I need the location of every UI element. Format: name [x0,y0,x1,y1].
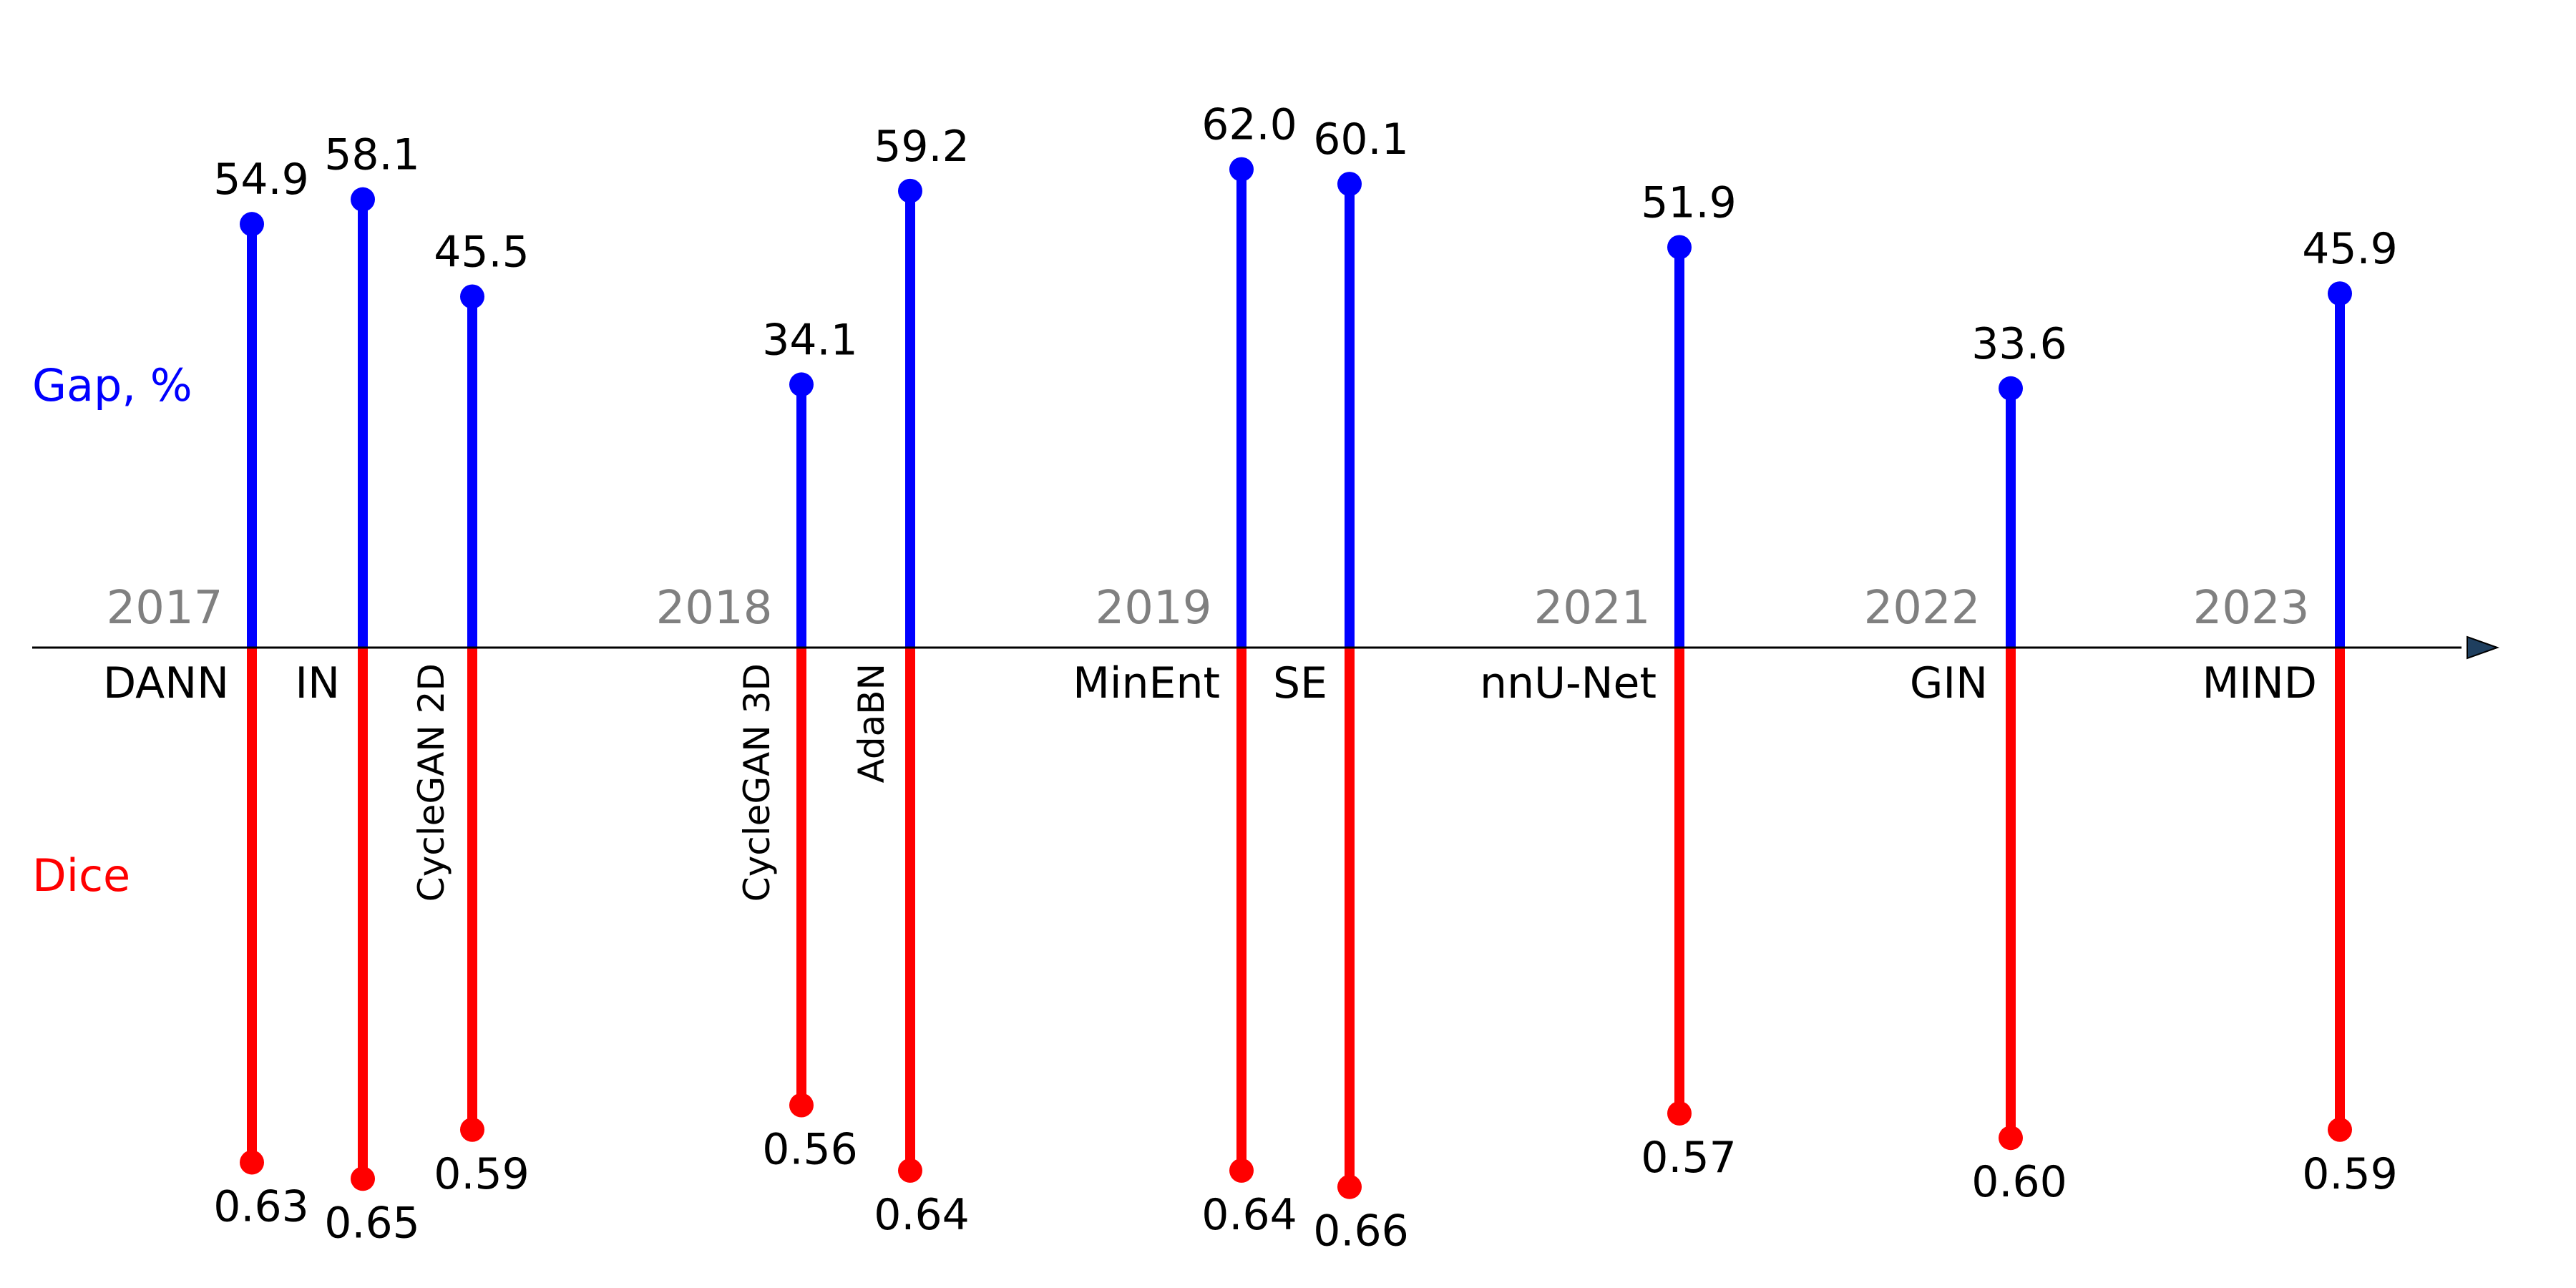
method-label-dann: DANN [103,658,229,708]
gap-point-dann [240,212,264,237]
dice-point-cyclegan-2d [460,1117,484,1142]
gap-point-minent [1229,157,1254,182]
gap-value-dann: 54.9 [213,155,309,205]
dice-value-mind: 0.59 [2302,1149,2398,1199]
method-label-nnu-net: nnU-Net [1480,658,1657,708]
gap-value-nnu-net: 51.9 [1641,178,1737,228]
year-label-2021: 2021 [1534,582,1651,635]
gap-value-cyclegan-3d: 34.1 [762,315,858,365]
method-label-in: IN [295,658,340,708]
dice-value-minent: 0.64 [1201,1190,1297,1240]
method-label-cyclegan-3d: CycleGAN 3D [736,663,778,902]
stems-layer [240,157,2352,1199]
method-label-mind: MIND [2202,658,2317,708]
year-label-2022: 2022 [1864,582,1981,635]
dice-value-gin: 0.60 [1971,1157,2067,1207]
dice-point-nnu-net [1667,1101,1692,1126]
method-label-cyclegan-2d: CycleGAN 2D [411,663,452,902]
year-label-2023: 2023 [2193,582,2310,635]
gap-point-gin [1999,376,2023,401]
gap-point-adabn [898,178,922,203]
gap-value-cyclegan-2d: 45.5 [434,228,530,278]
dice-point-mind [2328,1117,2352,1142]
method-label-se: SE [1273,658,1327,708]
dice-point-in [351,1166,375,1191]
gap-value-in: 58.1 [324,130,420,180]
year-label-2018: 2018 [656,582,773,635]
year-label-2019: 2019 [1096,582,1212,635]
gap-point-se [1337,172,1362,197]
labels-layer: 2017 2018 2019 2021 2022 2023 54.9 0.63 DANN 58.1… [103,100,2398,1257]
timeline-arrow-icon [2467,635,2499,660]
year-label-2017: 2017 [107,582,223,635]
gap-value-gin: 33.6 [1971,319,2067,369]
gap-row-label: Gap, % [32,359,192,411]
gap-value-adabn: 59.2 [874,122,970,172]
dice-row-label: Dice [32,849,130,902]
dice-point-gin [1999,1126,2023,1151]
gap-value-mind: 45.9 [2302,224,2398,274]
dice-value-cyclegan-3d: 0.56 [762,1125,858,1175]
dice-point-se [1337,1174,1362,1199]
dice-point-adabn [898,1158,922,1183]
method-label-minent: MinEnt [1073,658,1220,708]
gap-point-cyclegan-2d [460,284,484,309]
gap-point-in [351,187,375,212]
gap-point-cyclegan-3d [789,372,814,397]
dice-point-dann [240,1150,264,1175]
dice-value-dann: 0.63 [213,1181,309,1231]
gap-value-minent: 62.0 [1201,100,1297,150]
dice-point-minent [1229,1158,1254,1183]
method-label-adabn: AdaBN [851,663,892,783]
dice-value-cyclegan-2d: 0.59 [434,1149,530,1199]
gap-point-mind [2328,281,2352,306]
dice-value-adabn: 0.64 [874,1190,970,1240]
dice-value-in: 0.65 [324,1198,420,1248]
dice-point-cyclegan-3d [789,1093,814,1118]
method-label-gin: GIN [1910,658,1988,708]
gap-point-nnu-net [1667,235,1692,260]
gap-value-se: 60.1 [1313,114,1409,165]
dice-value-nnu-net: 0.57 [1641,1133,1737,1183]
dice-value-se: 0.66 [1313,1206,1409,1257]
